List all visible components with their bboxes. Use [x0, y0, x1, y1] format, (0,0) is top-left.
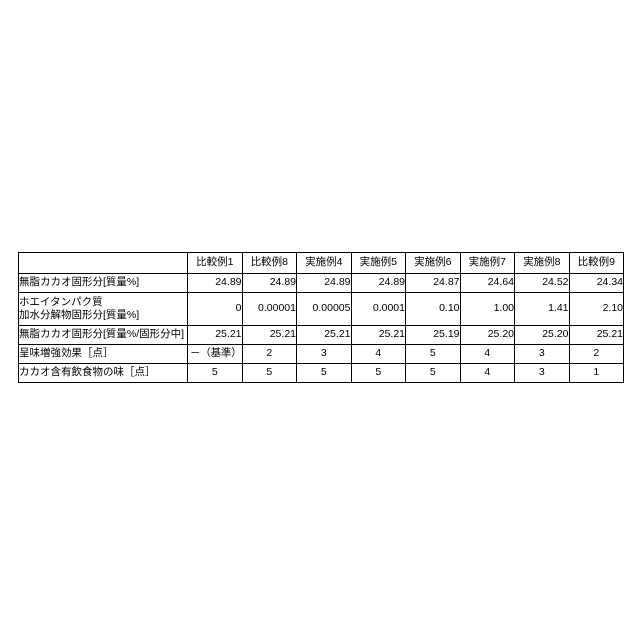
cell-r5-c6: 4 — [460, 364, 515, 383]
column-header-7: 実施例8 — [515, 253, 570, 274]
table-body: 無脂カカオ固形分[質量%]24.8924.8924.8924.8924.8724… — [19, 274, 624, 383]
cell-r5-c5: 5 — [406, 364, 461, 383]
cell-r4-c2: 2 — [242, 345, 297, 364]
row-label-4: 呈味増強効果［点］ — [19, 345, 188, 364]
cell-r2-c3: 0.00005 — [297, 293, 352, 326]
cell-r4-c7: 3 — [515, 345, 570, 364]
cell-r1-c2: 24.89 — [242, 274, 297, 293]
cell-r1-c6: 24.64 — [460, 274, 515, 293]
cell-r3-c1: 25.21 — [188, 326, 243, 345]
table-header-row: 比較例1比較例8実施例4実施例5実施例6実施例7実施例8比較例9 — [19, 253, 624, 274]
cell-r2-c5: 0.10 — [406, 293, 461, 326]
cell-r4-c1: －（基準） — [188, 345, 243, 364]
column-header-4: 実施例5 — [351, 253, 406, 274]
cell-r4-c4: 4 — [351, 345, 406, 364]
column-header-8: 比較例9 — [569, 253, 624, 274]
cell-r1-c7: 24.52 — [515, 274, 570, 293]
table-row: ホエイタンパク質 加水分解物固形分[質量%]00.000010.000050.0… — [19, 293, 624, 326]
cell-r1-c1: 24.89 — [188, 274, 243, 293]
cell-r5-c1: 5 — [188, 364, 243, 383]
cell-r5-c3: 5 — [297, 364, 352, 383]
cell-r2-c6: 1.00 — [460, 293, 515, 326]
cell-r4-c5: 5 — [406, 345, 461, 364]
table-row: 呈味増強効果［点］－（基準）2345432 — [19, 345, 624, 364]
cell-r2-c2: 0.00001 — [242, 293, 297, 326]
cell-r2-c7: 1.41 — [515, 293, 570, 326]
row-label-2: ホエイタンパク質 加水分解物固形分[質量%] — [19, 293, 188, 326]
table-row: 無脂カカオ固形分[質量%]24.8924.8924.8924.8924.8724… — [19, 274, 624, 293]
cell-r3-c4: 25.21 — [351, 326, 406, 345]
cell-r2-c1: 0 — [188, 293, 243, 326]
cell-r1-c5: 24.87 — [406, 274, 461, 293]
row-label-3: 無脂カカオ固形分[質量%/固形分中] — [19, 326, 188, 345]
cell-r4-c6: 4 — [460, 345, 515, 364]
table-row: 無脂カカオ固形分[質量%/固形分中]25.2125.2125.2125.2125… — [19, 326, 624, 345]
cell-r5-c8: 1 — [569, 364, 624, 383]
row-label-1: 無脂カカオ固形分[質量%] — [19, 274, 188, 293]
cell-r5-c2: 5 — [242, 364, 297, 383]
table-corner-cell — [19, 253, 188, 274]
cell-r5-c7: 3 — [515, 364, 570, 383]
table-header: 比較例1比較例8実施例4実施例5実施例6実施例7実施例8比較例9 — [19, 253, 624, 274]
cell-r1-c4: 24.89 — [351, 274, 406, 293]
cell-r3-c3: 25.21 — [297, 326, 352, 345]
column-header-1: 比較例1 — [188, 253, 243, 274]
row-label-5: カカオ含有飲食物の味［点］ — [19, 364, 188, 383]
cell-r3-c5: 25.19 — [406, 326, 461, 345]
column-header-3: 実施例4 — [297, 253, 352, 274]
cell-r3-c2: 25.21 — [242, 326, 297, 345]
cell-r4-c3: 3 — [297, 345, 352, 364]
column-header-5: 実施例6 — [406, 253, 461, 274]
table-row: カカオ含有飲食物の味［点］55555431 — [19, 364, 624, 383]
cell-r3-c7: 25.20 — [515, 326, 570, 345]
cell-r5-c4: 5 — [351, 364, 406, 383]
cell-r1-c8: 24.34 — [569, 274, 624, 293]
cell-r1-c3: 24.89 — [297, 274, 352, 293]
cell-r3-c6: 25.20 — [460, 326, 515, 345]
results-table: 比較例1比較例8実施例4実施例5実施例6実施例7実施例8比較例9 無脂カカオ固形… — [18, 252, 624, 383]
cell-r2-c4: 0.0001 — [351, 293, 406, 326]
cell-r3-c8: 25.21 — [569, 326, 624, 345]
cell-r4-c8: 2 — [569, 345, 624, 364]
cell-r2-c8: 2.10 — [569, 293, 624, 326]
column-header-6: 実施例7 — [460, 253, 515, 274]
results-table-container: 比較例1比較例8実施例4実施例5実施例6実施例7実施例8比較例9 無脂カカオ固形… — [18, 252, 623, 383]
column-header-2: 比較例8 — [242, 253, 297, 274]
